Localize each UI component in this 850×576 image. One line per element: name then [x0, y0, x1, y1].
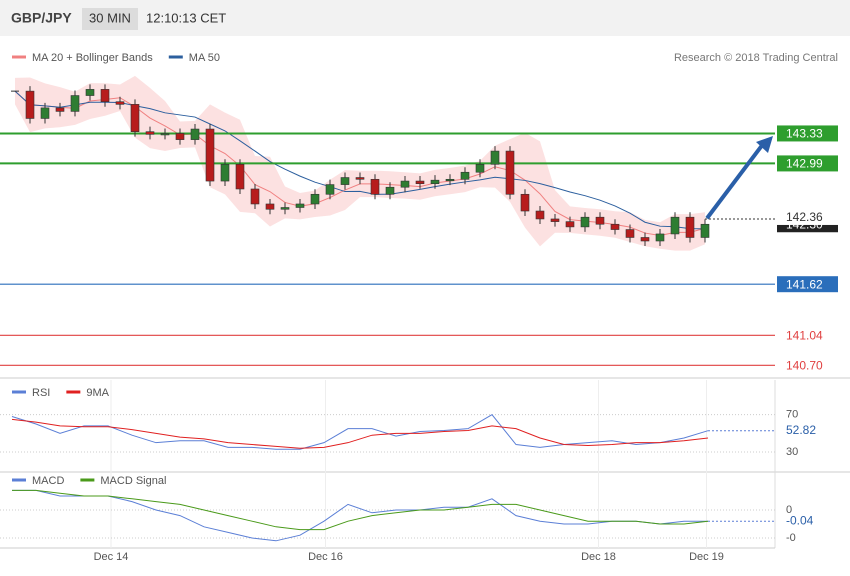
candle	[70, 95, 80, 112]
candle	[100, 89, 110, 103]
candle	[490, 150, 500, 165]
credit: Research © 2018 Trading Central	[674, 52, 838, 64]
candle	[175, 133, 185, 140]
candle	[220, 164, 230, 182]
candle	[250, 188, 260, 205]
candle	[190, 128, 200, 140]
time: 12:10:13 CET	[146, 10, 226, 25]
candle	[205, 128, 215, 182]
candle	[580, 216, 590, 228]
last-price-label: 142.36	[786, 210, 823, 224]
candle	[40, 107, 50, 119]
level-label: 141.04	[786, 329, 823, 343]
level-label-box	[777, 125, 838, 142]
candle	[625, 229, 635, 238]
last-value-label: -0.04	[786, 513, 814, 527]
x-tick-label: Dec 14	[94, 551, 129, 563]
y-tick-label: 30	[786, 446, 798, 458]
candle	[235, 164, 245, 190]
level-label-box	[777, 327, 838, 344]
candle	[400, 180, 410, 188]
candle	[145, 131, 155, 135]
candle	[115, 101, 125, 105]
legend-label: MACD	[32, 475, 64, 487]
header-bar	[0, 0, 850, 36]
legend-label: RSI	[32, 387, 50, 399]
candle	[640, 237, 650, 242]
candle	[340, 177, 350, 185]
candle	[655, 233, 665, 242]
candle	[430, 179, 440, 184]
level-label-box	[777, 357, 838, 374]
interval: 30 MIN	[89, 10, 131, 25]
indicator-line	[11, 418, 709, 449]
x-tick-label: Dec 16	[308, 551, 343, 563]
level-label: 141.62	[786, 277, 823, 291]
y-tick-label: 70	[786, 409, 798, 421]
candle	[670, 216, 680, 235]
candle	[460, 171, 470, 180]
last-price-box	[777, 209, 838, 225]
arrow-head	[756, 136, 773, 153]
candle	[415, 180, 425, 184]
candle	[505, 150, 515, 195]
candle	[295, 203, 305, 208]
x-tick-label: Dec 18	[581, 551, 616, 563]
candle	[565, 221, 575, 228]
candle	[445, 178, 455, 182]
candle	[385, 186, 395, 195]
legend-label: 9MA	[86, 387, 109, 399]
ma-50-line	[14, 90, 706, 230]
candle	[370, 178, 380, 195]
candle	[475, 164, 485, 173]
candle	[685, 216, 695, 238]
candle	[310, 193, 320, 205]
candle	[325, 184, 335, 195]
candle	[595, 216, 605, 225]
candle	[265, 203, 275, 210]
legend-label: MACD Signal	[100, 475, 166, 487]
candle	[700, 223, 710, 238]
indicator-line	[12, 489, 709, 531]
level-label: 142.99	[786, 157, 823, 171]
candle	[85, 89, 95, 96]
y-tick-label: -0	[786, 532, 796, 544]
candle	[130, 104, 140, 132]
candle	[25, 90, 35, 119]
x-tick-label: Dec 19	[689, 551, 724, 563]
last-value-label: 52.82	[786, 423, 816, 437]
indicator-line	[11, 414, 709, 450]
y-tick-label: 0	[786, 504, 792, 516]
interval-box	[82, 8, 138, 30]
candle	[355, 177, 365, 180]
candle	[535, 210, 545, 220]
level-label: 140.70	[786, 358, 823, 372]
level-label: 143.33	[786, 127, 823, 141]
candle	[55, 107, 65, 112]
legend-label: MA 50	[189, 52, 220, 64]
candle	[550, 218, 560, 222]
indicator-line	[12, 489, 708, 542]
level-label-box	[777, 276, 838, 293]
legend-label: MA 20 + Bollinger Bands	[32, 52, 153, 64]
candle	[610, 223, 620, 230]
level-label-box	[777, 155, 838, 172]
candle	[280, 207, 290, 210]
candle	[520, 193, 530, 212]
bollinger-band	[15, 75, 705, 251]
candle	[160, 133, 170, 136]
symbol: GBP/JPY	[11, 10, 72, 26]
forecast-arrow	[705, 140, 767, 220]
